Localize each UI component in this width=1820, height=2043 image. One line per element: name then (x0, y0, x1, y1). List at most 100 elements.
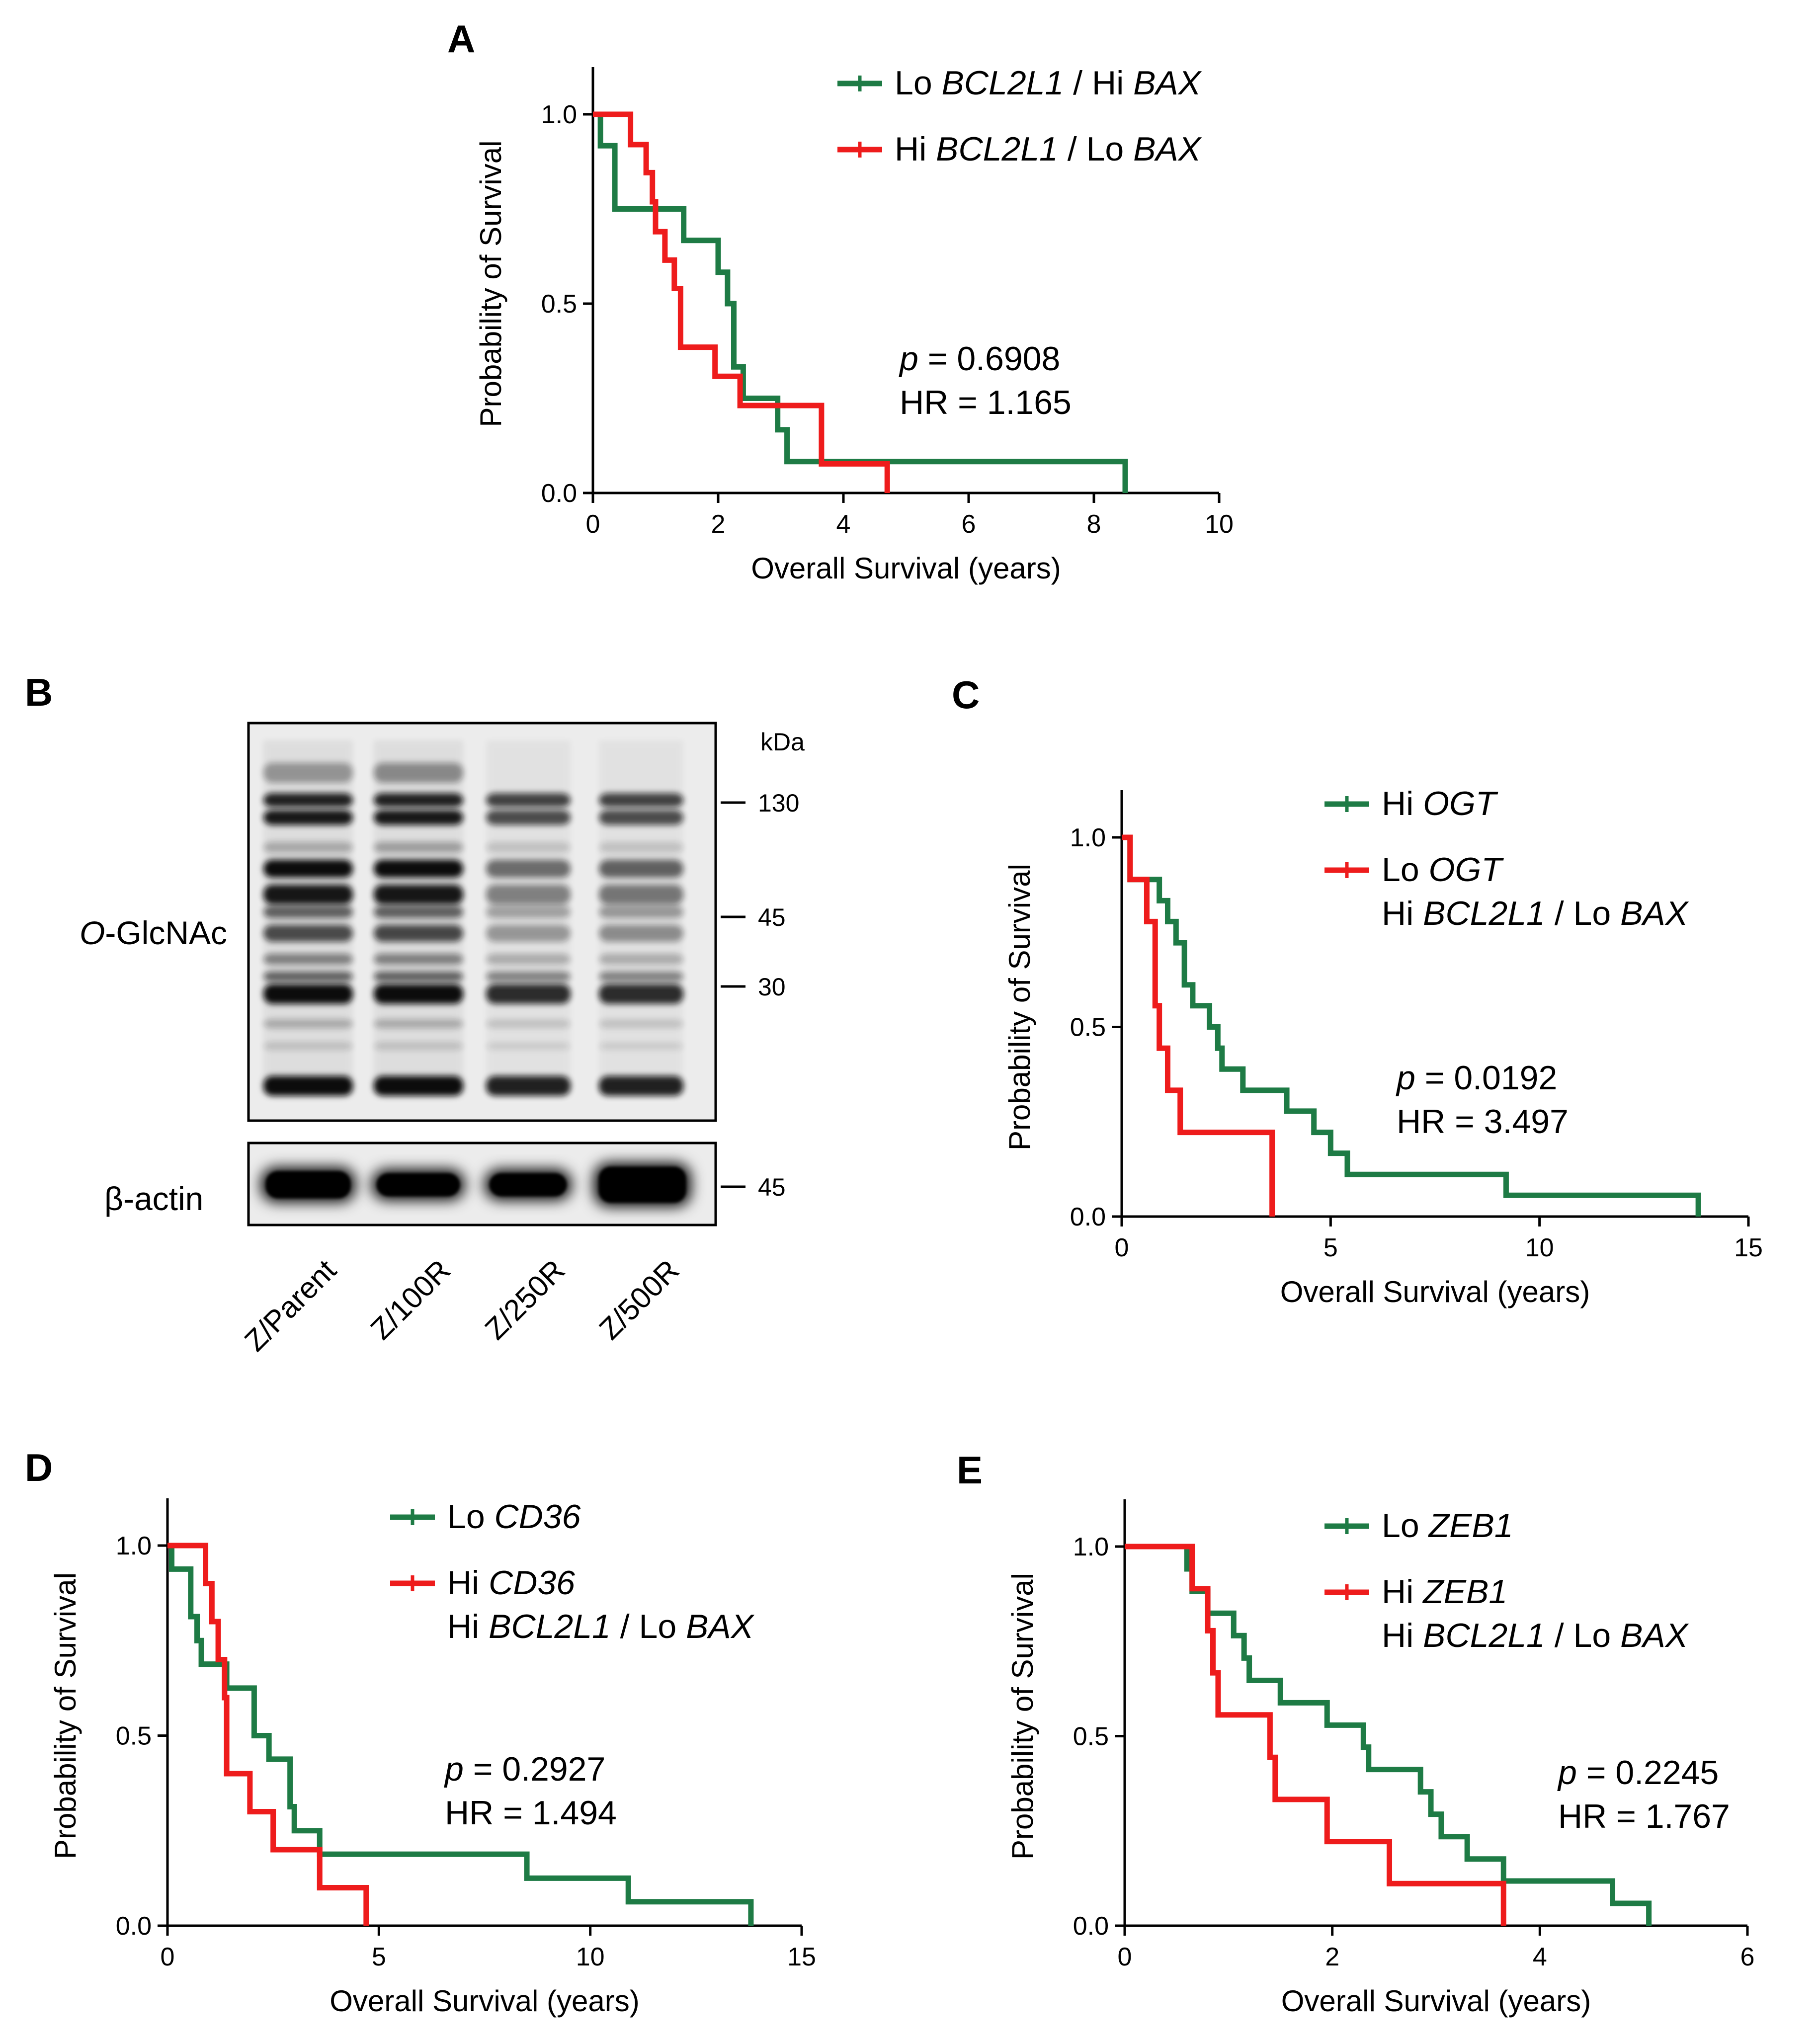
legend-part: Hi (447, 1608, 489, 1645)
legend-part: BAX (686, 1608, 755, 1645)
blot-smear (374, 740, 463, 1093)
legend-part: Hi (1382, 1617, 1423, 1654)
legend-part: Hi (895, 130, 936, 168)
y-tick-label: 1.0 (541, 100, 577, 129)
y-tick-label: 0.0 (1070, 1203, 1106, 1231)
legend-part: BAX (1620, 895, 1689, 932)
p-symbol: p (899, 340, 918, 378)
x-tick-label: 10 (576, 1943, 605, 1971)
x-tick-label: 15 (1734, 1233, 1763, 1262)
marker-actin-45: 45 (758, 1173, 786, 1201)
legend-part: BCL2L1 (489, 1608, 611, 1645)
legend-label-red: Hi CD36 (447, 1564, 575, 1602)
p-number: = 0.2927 (464, 1750, 605, 1788)
legend-part: / Lo (1058, 130, 1133, 168)
x-tick-label: 6 (1740, 1943, 1755, 1971)
legend-label-red: Hi ZEB1 (1382, 1573, 1507, 1611)
x-tick-label: 0 (1118, 1943, 1132, 1971)
legend-part: / Lo (611, 1608, 686, 1645)
legend-part: OGT (1423, 785, 1498, 822)
legend-part: Lo (1382, 851, 1429, 889)
km-curve-green (1122, 834, 1701, 1217)
legend-part: CD36 (495, 1498, 581, 1536)
panel-letter-d: D (25, 1446, 53, 1489)
blot-smear (486, 740, 571, 1093)
marker-45: 45 (758, 903, 786, 931)
y-tick-label: 0.0 (541, 479, 577, 508)
legend-label-red-line2: Hi BCL2L1 / Lo BAX (447, 1608, 755, 1645)
hazard-ratio: HR = 1.165 (900, 384, 1072, 421)
legend-part: BAX (1133, 130, 1202, 168)
panel-letter-c: C (952, 673, 980, 717)
x-tick-label: 2 (1325, 1943, 1339, 1971)
x-tick-label: 0 (161, 1943, 175, 1971)
legend-part: / Lo (1545, 895, 1620, 932)
x-axis-label: Overall Survival (years) (751, 552, 1061, 585)
o-glcnac-rest: -GlcNAc (105, 914, 227, 951)
legend-part: BCL2L1 (1423, 895, 1545, 932)
actin-bands (261, 1163, 691, 1207)
legend-part: CD36 (489, 1564, 575, 1602)
y-tick-label: 1.0 (1070, 823, 1106, 852)
legend-part: Hi (1382, 895, 1423, 932)
x-tick-label: 10 (1525, 1233, 1554, 1262)
o-glcnac-label: O-GlcNAc (80, 914, 227, 951)
y-tick-label: 0.5 (1073, 1722, 1109, 1751)
x-tick-label: 5 (372, 1943, 386, 1971)
o-glcnac-italic: O (80, 914, 105, 951)
km-curve-red (593, 111, 890, 493)
hazard-ratio: HR = 3.497 (1397, 1103, 1569, 1141)
lane-label-z-100r: Z/100R (364, 1253, 457, 1346)
p-number: = 0.6908 (918, 340, 1060, 378)
marker-130: 130 (758, 789, 799, 817)
y-tick-label: 0.0 (116, 1912, 152, 1941)
legend-label-green: Lo CD36 (447, 1498, 581, 1536)
x-tick-label: 2 (711, 510, 726, 539)
km-curve-red (1122, 834, 1275, 1217)
blot-smear (263, 740, 353, 1093)
km-chart-c: 0 5 10 15 0.0 0.5 1.0 Overall Survival (years) P… (1003, 785, 1763, 1308)
y-axis-label: Probability of Survival (49, 1572, 82, 1859)
p-symbol: p (1557, 1754, 1577, 1792)
p-number: = 0.0192 (1415, 1059, 1557, 1097)
y-tick-label: 0.0 (1073, 1912, 1109, 1941)
blot-smear (599, 740, 683, 1093)
lane-label-z-250r: Z/250R (479, 1253, 572, 1346)
legend-label-red-line2: Hi BCL2L1 / Lo BAX (1382, 895, 1689, 932)
p-symbol: p (444, 1750, 464, 1788)
legend-part: BCL2L1 (936, 130, 1058, 168)
x-tick-label: 0 (586, 510, 600, 539)
x-tick-label: 15 (787, 1943, 816, 1971)
legend-part: Lo (1382, 1507, 1429, 1545)
y-tick-label: 1.0 (116, 1532, 152, 1560)
panel-letter-a: A (447, 17, 475, 61)
blot-bands (263, 740, 683, 1096)
km-chart-d: 0 5 10 15 0.0 0.5 1.0 Overall Survival (years) P… (49, 1498, 816, 2018)
x-tick-label: 5 (1324, 1233, 1338, 1262)
legend-label-red: Hi BCL2L1 / Lo BAX (895, 130, 1202, 168)
marker-30: 30 (758, 973, 786, 1001)
y-axis-label: Probability of Survival (474, 141, 507, 427)
legend-part: Hi (1382, 785, 1423, 822)
km-chart-a: 0 2 4 6 8 10 0.0 0.5 1.0 Overall Survival (years)… (474, 64, 1234, 585)
legend-part: ZEB1 (1422, 1573, 1507, 1611)
actin-band-core (599, 1167, 686, 1203)
actin-band-core (266, 1171, 350, 1198)
x-axis-label: Overall Survival (years) (330, 1984, 639, 2018)
legend-part: Hi (1382, 1573, 1423, 1611)
p-number: = 0.2245 (1577, 1754, 1719, 1792)
legend-part: BCL2L1 (1423, 1617, 1545, 1654)
legend-part: OGT (1429, 851, 1504, 889)
x-tick-label: 0 (1115, 1233, 1129, 1262)
km-curve-green (167, 1543, 754, 1926)
y-tick-label: 0.5 (1070, 1013, 1106, 1042)
km-curve-green (593, 111, 1128, 493)
legend-part: Hi (447, 1564, 489, 1602)
km-curve-red (167, 1543, 369, 1926)
p-value: p = 0.2245 (1557, 1754, 1719, 1792)
legend-part: Lo (895, 64, 942, 102)
legend-part: / Lo (1545, 1617, 1620, 1654)
y-axis-label: Probability of Survival (1003, 864, 1036, 1150)
legend-part: ZEB1 (1428, 1507, 1513, 1545)
legend-label-red-line2: Hi BCL2L1 / Lo BAX (1382, 1617, 1689, 1654)
